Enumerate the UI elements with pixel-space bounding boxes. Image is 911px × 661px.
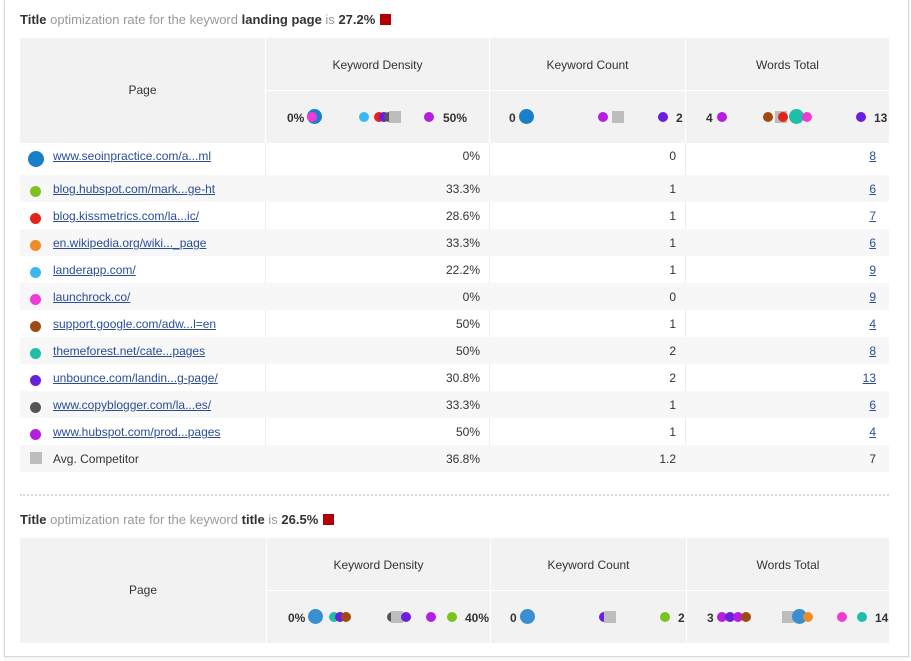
- density-value: 0%: [462, 149, 480, 163]
- count-value: 1: [669, 425, 676, 439]
- density-value: 30.8%: [445, 371, 480, 385]
- keyword-count-header[interactable]: Keyword Count: [547, 558, 630, 572]
- page-link[interactable]: unbounce.com/landin...g-page/: [53, 371, 218, 385]
- section-title: Title optimization rate for the keyword …: [20, 12, 392, 27]
- page-color-dot: [30, 429, 41, 440]
- words-total-link[interactable]: 13: [862, 371, 876, 385]
- table-row: landerapp.com/ 22.2% 1 9: [20, 256, 889, 283]
- words-total-value: 7: [869, 452, 876, 466]
- table-row: support.google.com/adw...l=en 50% 1 4: [20, 310, 889, 337]
- page-color-dot: [30, 375, 41, 386]
- count-scale: 0 2: [510, 609, 685, 625]
- page-column-header: Page: [128, 583, 158, 597]
- page-link[interactable]: launchrock.co/: [53, 290, 131, 304]
- optimization-rate: 26.5%: [281, 512, 319, 527]
- page-link[interactable]: www.copyblogger.com/la...es/: [53, 398, 212, 412]
- count-value: 1: [669, 182, 676, 196]
- avg-competitor-marker: [30, 452, 42, 464]
- page-column-header: Page: [128, 83, 157, 97]
- table-row: blog.hubspot.com/mark...ge-ht 33.3% 1 6: [20, 175, 889, 202]
- count-value: 1: [669, 236, 676, 250]
- section-divider: [20, 494, 889, 496]
- density-value: 50%: [455, 425, 480, 439]
- page-link[interactable]: support.google.com/adw...l=en: [53, 317, 217, 331]
- page-link[interactable]: www.hubspot.com/prod...pages: [53, 425, 221, 439]
- section-title: Title optimization rate for the keyword …: [20, 512, 335, 527]
- count-value: 2: [669, 344, 676, 358]
- count-value: 1: [669, 263, 676, 277]
- words-total-link[interactable]: 9: [869, 290, 876, 304]
- density-value: 36.8%: [445, 452, 480, 466]
- count-value: 0: [669, 290, 676, 304]
- count-value: 2: [669, 371, 676, 385]
- average-row: Avg. Competitor 36.8% 1.2 7: [20, 445, 889, 472]
- density-value: 33.3%: [445, 236, 480, 250]
- count-value: 1: [669, 209, 676, 223]
- words-total-link[interactable]: 6: [869, 398, 876, 412]
- table-row: launchrock.co/ 0% 0 9: [20, 283, 889, 310]
- rate-flag-icon: [380, 14, 392, 25]
- table-header: Page Keyword Density Keyword Count Words…: [20, 538, 889, 643]
- count-scale: 0 2: [509, 109, 683, 125]
- page-color-dot: [30, 213, 41, 224]
- density-value: 33.3%: [445, 182, 480, 196]
- page-color-dot: [30, 240, 41, 251]
- count-value: 1: [669, 398, 676, 412]
- words-total-header[interactable]: Words Total: [756, 558, 820, 572]
- keyword-density-header[interactable]: Keyword Density: [332, 58, 423, 72]
- count-value: 1: [669, 317, 676, 331]
- page-link[interactable]: themeforest.net/cate...pages: [53, 344, 206, 358]
- keyword-table: Page Keyword Density Keyword Count Words…: [20, 38, 889, 472]
- words-total-link[interactable]: 6: [869, 182, 876, 196]
- keyword-density-header[interactable]: Keyword Density: [333, 558, 424, 572]
- words-total-link[interactable]: 4: [869, 425, 876, 439]
- density-value: 50%: [455, 344, 480, 358]
- table-row: en.wikipedia.org/wiki..._page 33.3% 1 6: [20, 229, 889, 256]
- table-header: Page Keyword Density Keyword Count Words…: [20, 38, 889, 143]
- words-total-link[interactable]: 4: [869, 317, 876, 331]
- page-color-dot: [30, 321, 41, 332]
- table-row: www.copyblogger.com/la...es/ 33.3% 1 6: [20, 391, 889, 418]
- page-color-dot: [30, 294, 41, 305]
- density-scale: 0% 40%: [288, 609, 490, 625]
- table-row: www.seoinpractice.com/a...ml 0% 0 8: [20, 146, 889, 173]
- density-value: 0%: [462, 290, 480, 304]
- page-color-dot: [30, 267, 41, 278]
- count-value: 0: [669, 149, 676, 163]
- words-total-link[interactable]: 8: [869, 149, 876, 163]
- table-row: blog.kissmetrics.com/la...ic/ 28.6% 1 7: [20, 202, 889, 229]
- page-link[interactable]: blog.hubspot.com/mark...ge-ht: [53, 182, 216, 196]
- avg-competitor-label: Avg. Competitor: [53, 452, 139, 466]
- words-total-link[interactable]: 9: [869, 263, 876, 277]
- page-link[interactable]: www.seoinpractice.com/a...ml: [53, 149, 212, 163]
- words-total-header[interactable]: Words Total: [756, 58, 819, 72]
- page-color-dot: [30, 186, 41, 197]
- rate-flag-icon: [323, 514, 335, 525]
- page-link[interactable]: blog.kissmetrics.com/la...ic/: [53, 209, 200, 223]
- count-value: 1.2: [659, 452, 676, 466]
- table-row: unbounce.com/landin...g-page/ 30.8% 2 13: [20, 364, 889, 391]
- table-row: themeforest.net/cate...pages 50% 2 8: [20, 337, 889, 364]
- words-total-link[interactable]: 6: [869, 236, 876, 250]
- optimization-rate: 27.2%: [338, 12, 376, 27]
- page-color-dot: [30, 402, 41, 413]
- keyword-table: Page Keyword Density Keyword Count Words…: [20, 538, 889, 643]
- density-value: 50%: [455, 317, 480, 331]
- density-value: 28.6%: [445, 209, 480, 223]
- page-link[interactable]: en.wikipedia.org/wiki..._page: [53, 236, 207, 250]
- density-scale: 0% 50%: [287, 109, 468, 125]
- density-value: 33.3%: [445, 398, 480, 412]
- words-total-link[interactable]: 7: [869, 209, 876, 223]
- table-row: www.hubspot.com/prod...pages 50% 1 4: [20, 418, 889, 445]
- words-scale: 3 14: [707, 609, 889, 625]
- page-color-dot: [28, 151, 44, 167]
- density-value: 22.2%: [445, 263, 480, 277]
- keyword-count-header[interactable]: Keyword Count: [546, 58, 629, 72]
- page-color-dot: [30, 348, 41, 359]
- page-link[interactable]: landerapp.com/: [53, 263, 136, 277]
- words-scale: 4 13: [706, 109, 888, 125]
- words-total-link[interactable]: 8: [869, 344, 876, 358]
